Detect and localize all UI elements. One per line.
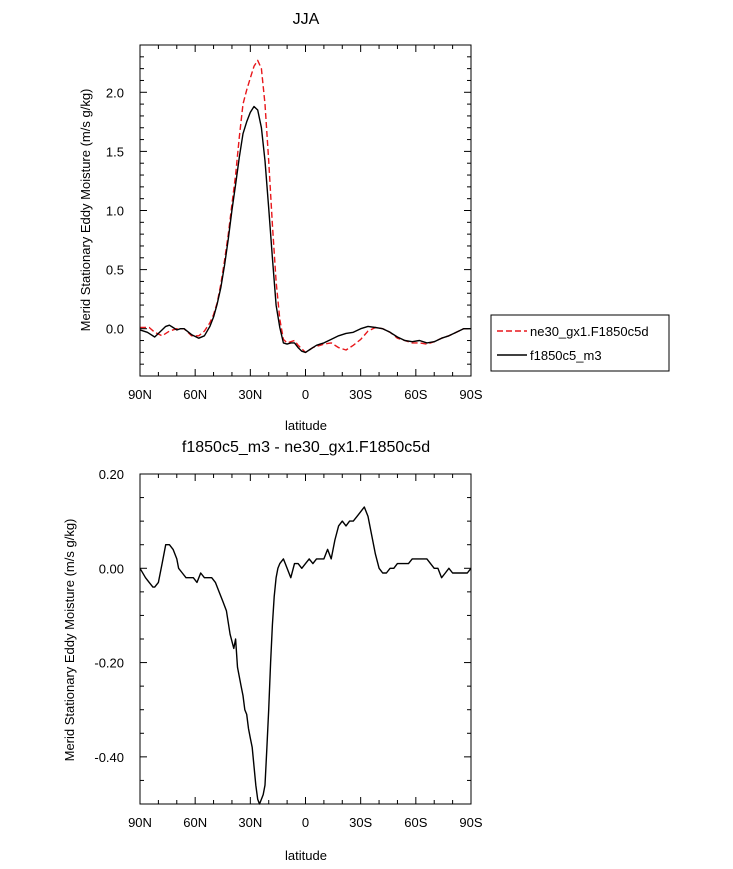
bottom-y-axis-label: Merid Stationary Eddy Moisture (m/s g/kg… bbox=[62, 519, 77, 762]
bottom-x-tick-label: 90N bbox=[128, 815, 152, 830]
top-panel-title: JJA bbox=[293, 11, 320, 28]
bottom-x-tick-label: 60N bbox=[183, 815, 207, 830]
bottom-plot-frame bbox=[139, 473, 472, 805]
bottom-y-tick-label: 0.20 bbox=[99, 467, 124, 482]
top-x-tick-label: 90N bbox=[128, 387, 152, 402]
bottom-y-tick-label: 0.00 bbox=[99, 561, 124, 576]
bottom-panel: f1850c5_m3 - ne30_gx1.F1850c5d 90N 60N 30N… bbox=[62, 439, 483, 863]
bottom-x-tick-label: 60S bbox=[404, 815, 427, 830]
top-series-line-2 bbox=[139, 105, 471, 354]
top-plot-frame bbox=[139, 44, 472, 377]
bottom-panel-title: f1850c5_m3 - ne30_gx1.F1850c5d bbox=[182, 439, 430, 456]
top-y-tick-label: 1.0 bbox=[106, 204, 124, 219]
legend-box bbox=[490, 314, 670, 372]
top-x-tick-label: 60S bbox=[404, 387, 427, 402]
top-x-tick-label: 90S bbox=[459, 387, 482, 402]
top-x-tick-label: 30N bbox=[238, 387, 262, 402]
top-x-tick-label: 0 bbox=[302, 387, 309, 402]
top-y-tick-label: 2.0 bbox=[106, 85, 124, 100]
bottom-x-tick-label: 90S bbox=[459, 815, 482, 830]
legend-label-series-2: f1850c5_m3 bbox=[530, 348, 602, 363]
bottom-x-axis-label: latitude bbox=[285, 848, 327, 863]
bottom-x-tick-label: 30S bbox=[349, 815, 372, 830]
top-panel: JJA 90N 60N 30N 0 30S 60S 90S 0.0 0.5 1.0 1.5 2.0 l… bbox=[78, 11, 483, 433]
bottom-y-tick-label: -0.40 bbox=[94, 750, 124, 765]
top-x-tick-label: 60N bbox=[183, 387, 207, 402]
bottom-y-tick-label: -0.20 bbox=[94, 656, 124, 671]
top-x-tick-label: 30S bbox=[349, 387, 372, 402]
bottom-series-line-1 bbox=[139, 506, 472, 805]
bottom-x-tick-label: 0 bbox=[302, 815, 309, 830]
legend: ne30_gx1.F1850c5d f1850c5_m3 bbox=[490, 314, 670, 372]
top-series-line-1 bbox=[140, 59, 471, 354]
top-x-axis-label: latitude bbox=[285, 418, 327, 433]
top-y-tick-label: 0.0 bbox=[106, 322, 124, 337]
top-y-tick-label: 1.5 bbox=[106, 144, 124, 159]
top-y-tick-label: 0.5 bbox=[106, 263, 124, 278]
top-y-axis-label: Merid Stationary Eddy Moisture (m/s g/kg… bbox=[78, 89, 93, 332]
legend-label-series-1: ne30_gx1.F1850c5d bbox=[530, 324, 649, 339]
bottom-x-tick-label: 30N bbox=[238, 815, 262, 830]
